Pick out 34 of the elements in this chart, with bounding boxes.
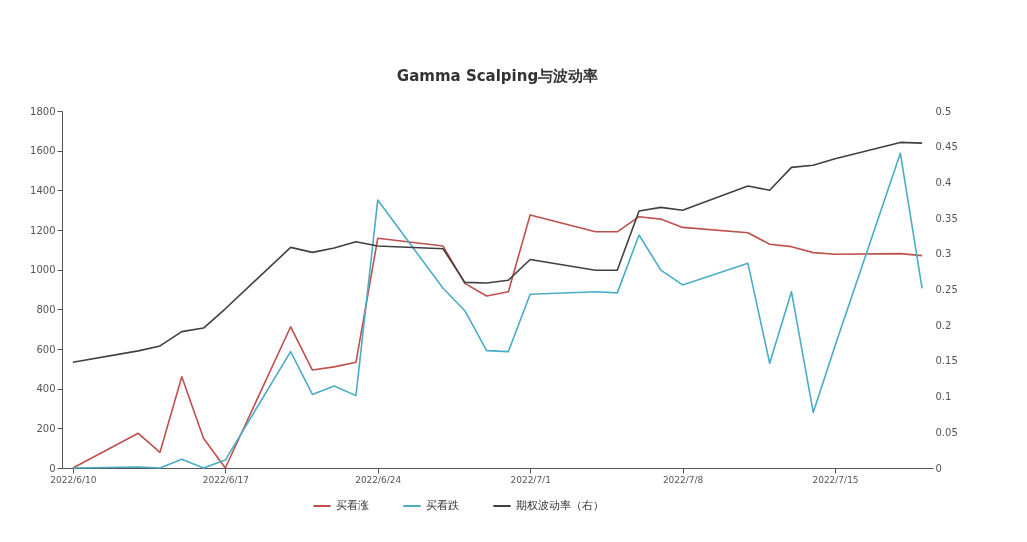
x-tick-label: 2022/6/10 — [50, 474, 97, 485]
y-tick-label: 1200 — [30, 224, 56, 236]
chart-title: Gamma Scalping与波动率 — [396, 67, 599, 85]
x-tick-label: 2022/7/15 — [812, 474, 859, 485]
line-series — [72, 152, 923, 469]
y2-tick-label: 0.5 — [935, 105, 952, 117]
x-tick-label: 2022/7/1 — [510, 474, 551, 485]
y2-tick-label: 0.1 — [935, 391, 952, 403]
x-tick-label: 2022/7/8 — [662, 474, 704, 485]
y2-tick-label: 0.2 — [935, 319, 952, 331]
y-tick-label: 200 — [36, 422, 56, 434]
y2-tick-label: 0.3 — [935, 248, 952, 260]
y-tick-label: 0 — [49, 462, 56, 474]
y-tick-label: 800 — [36, 303, 56, 315]
y-tick-label: 600 — [36, 343, 56, 355]
y2-tick-label: 0.25 — [935, 284, 958, 295]
legend-label: 买看涨 — [336, 499, 369, 512]
y2-tick-label: 0.15 — [935, 355, 958, 367]
legend-label: 期权波动率（右） — [516, 499, 604, 512]
y-tick-label: 400 — [36, 383, 56, 395]
y2-tick-label: 0.4 — [935, 176, 952, 188]
y-tick-label: 1800 — [30, 105, 56, 117]
y2-tick-label: 0.35 — [935, 212, 958, 224]
line-series — [72, 141, 923, 364]
line-series — [72, 214, 923, 469]
legend-label: 买看跌 — [426, 499, 459, 512]
y-tick-label: 1400 — [30, 184, 56, 196]
y2-tick-label: 0.05 — [935, 426, 958, 438]
x-tick-label: 2022/6/24 — [355, 474, 402, 485]
y2-tick-label: 0.45 — [935, 141, 958, 153]
y2-tick-label: 0 — [935, 462, 942, 474]
x-tick-label: 2022/6/17 — [202, 474, 249, 485]
y-tick-label: 1000 — [30, 264, 56, 276]
y-tick-label: 1600 — [30, 145, 56, 157]
